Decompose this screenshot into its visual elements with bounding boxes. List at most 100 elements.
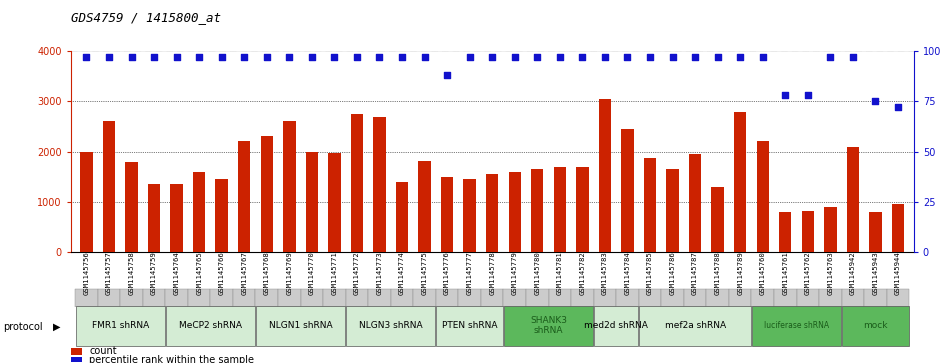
Point xyxy=(79,54,94,60)
Text: SHANK3
shRNA: SHANK3 shRNA xyxy=(530,316,567,335)
Bar xyxy=(661,289,684,307)
Bar xyxy=(842,306,909,346)
Text: GSM1145756: GSM1145756 xyxy=(84,252,89,295)
Bar xyxy=(75,289,98,307)
Bar xyxy=(143,289,166,307)
Text: mef2a shRNA: mef2a shRNA xyxy=(664,321,725,330)
Point xyxy=(552,54,567,60)
Point xyxy=(890,104,905,110)
Bar xyxy=(125,162,138,252)
Bar xyxy=(256,306,345,346)
Bar xyxy=(210,289,233,307)
Point xyxy=(665,54,680,60)
Bar xyxy=(278,289,300,307)
Text: GSM1145757: GSM1145757 xyxy=(106,252,112,295)
Point xyxy=(417,54,432,60)
Point xyxy=(349,54,365,60)
Point xyxy=(372,54,387,60)
Point xyxy=(710,54,725,60)
Point xyxy=(778,92,793,98)
Bar xyxy=(166,289,187,307)
Point xyxy=(440,72,455,78)
Bar xyxy=(436,306,503,346)
Bar xyxy=(577,167,589,252)
Bar xyxy=(414,289,436,307)
Text: GSM1145764: GSM1145764 xyxy=(173,252,180,295)
Point xyxy=(259,54,274,60)
Text: GSM1145760: GSM1145760 xyxy=(759,252,766,295)
Bar xyxy=(797,289,819,307)
Bar xyxy=(328,152,341,252)
Bar xyxy=(640,306,751,346)
Point xyxy=(214,54,229,60)
Text: GSM1145763: GSM1145763 xyxy=(827,252,834,295)
Point xyxy=(124,54,139,60)
Bar xyxy=(300,289,323,307)
Point xyxy=(282,54,297,60)
Bar xyxy=(238,142,251,252)
Point xyxy=(395,54,410,60)
Point xyxy=(575,54,590,60)
Bar xyxy=(193,172,205,252)
Point xyxy=(822,54,837,60)
Text: GSM1145770: GSM1145770 xyxy=(309,252,315,295)
Text: GSM1145782: GSM1145782 xyxy=(579,252,585,295)
Bar xyxy=(616,289,639,307)
Point xyxy=(484,54,499,60)
Text: GSM1145789: GSM1145789 xyxy=(738,252,743,295)
Bar xyxy=(594,306,639,346)
Bar xyxy=(503,289,526,307)
Bar xyxy=(774,289,797,307)
Point xyxy=(733,54,748,60)
Point xyxy=(620,54,635,60)
Bar xyxy=(526,289,548,307)
Point xyxy=(597,54,612,60)
Text: mock: mock xyxy=(863,321,887,330)
Bar xyxy=(436,289,459,307)
Text: GDS4759 / 1415800_at: GDS4759 / 1415800_at xyxy=(71,11,220,24)
Bar xyxy=(373,117,385,252)
Bar xyxy=(166,306,255,346)
Text: GSM1145779: GSM1145779 xyxy=(512,252,518,295)
Text: GSM1145784: GSM1145784 xyxy=(625,252,630,295)
Text: GSM1145781: GSM1145781 xyxy=(557,252,562,295)
Text: GSM1145759: GSM1145759 xyxy=(151,252,157,295)
Bar xyxy=(554,167,566,252)
Bar xyxy=(847,147,859,252)
Text: GSM1145943: GSM1145943 xyxy=(872,252,879,295)
Text: percentile rank within the sample: percentile rank within the sample xyxy=(89,355,254,363)
Bar xyxy=(71,348,83,355)
Point xyxy=(327,54,342,60)
Bar xyxy=(98,289,121,307)
Text: GSM1145777: GSM1145777 xyxy=(466,252,473,295)
Bar xyxy=(666,169,679,252)
Text: GSM1145761: GSM1145761 xyxy=(782,252,788,295)
Point xyxy=(688,54,703,60)
Point xyxy=(147,54,162,60)
Bar xyxy=(639,289,661,307)
Text: NLGN3 shRNA: NLGN3 shRNA xyxy=(359,321,423,330)
Point xyxy=(507,54,522,60)
Text: GSM1145773: GSM1145773 xyxy=(377,252,382,295)
Point xyxy=(868,98,883,104)
Text: GSM1145783: GSM1145783 xyxy=(602,252,608,295)
Bar xyxy=(729,289,752,307)
Bar xyxy=(350,114,363,252)
Text: GSM1145774: GSM1145774 xyxy=(399,252,405,295)
Bar xyxy=(418,160,430,252)
Text: GSM1145778: GSM1145778 xyxy=(489,252,495,295)
Text: ▶: ▶ xyxy=(53,322,60,332)
Bar xyxy=(802,211,814,252)
Bar xyxy=(622,129,634,252)
Text: count: count xyxy=(89,346,117,356)
Text: GSM1145769: GSM1145769 xyxy=(286,252,292,295)
Text: GSM1145780: GSM1145780 xyxy=(534,252,541,295)
Bar xyxy=(486,174,498,252)
Text: med2d shRNA: med2d shRNA xyxy=(584,321,648,330)
Text: GSM1145768: GSM1145768 xyxy=(264,252,269,295)
Bar xyxy=(121,289,143,307)
Bar xyxy=(892,204,904,252)
Bar xyxy=(509,172,521,252)
Bar xyxy=(396,182,408,252)
Bar xyxy=(346,306,435,346)
